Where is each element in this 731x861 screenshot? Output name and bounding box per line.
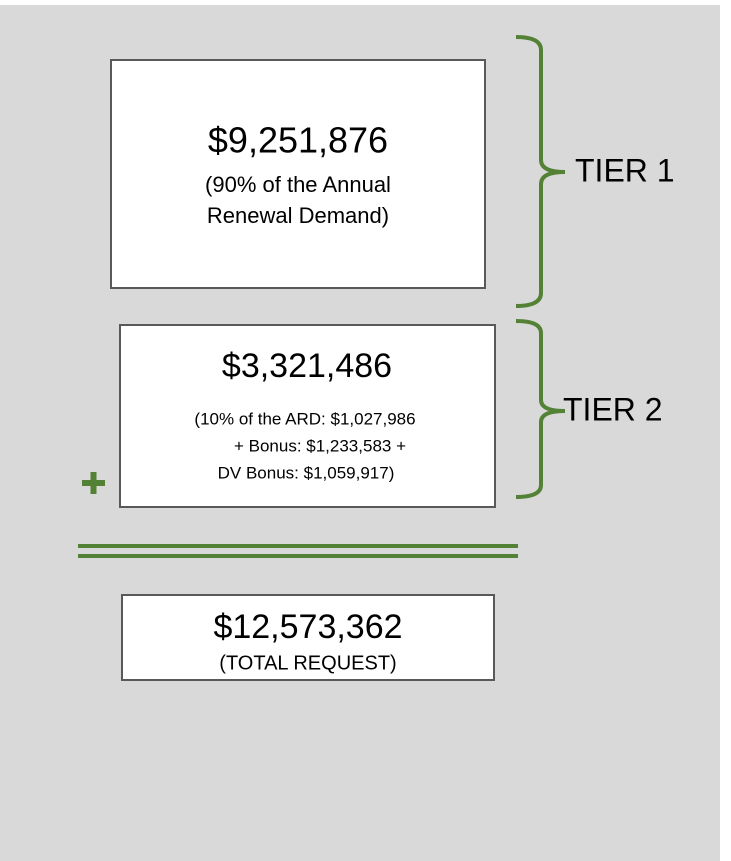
- tier2-detail: DV Bonus: $1,059,917): [218, 463, 395, 482]
- tier2-detail: (10% of the ARD: $1,027,986: [194, 409, 415, 428]
- tier1-amount: $9,251,876: [208, 120, 388, 161]
- tier2-amount: $3,321,486: [222, 347, 392, 385]
- tier1-box: [110, 59, 486, 289]
- tier1-brace: [515, 35, 566, 308]
- total-box: [121, 594, 495, 681]
- tier1-detail: Renewal Demand): [207, 203, 389, 228]
- tier1-detail: (90% of the Annual: [205, 172, 391, 197]
- tier2-detail: + Bonus: $1,233,583 +: [234, 436, 406, 455]
- tier2-box: [119, 324, 496, 508]
- plus-sign: [82, 472, 105, 494]
- tier1-label: TIER 1: [575, 152, 675, 188]
- total-detail: (TOTAL REQUEST): [219, 652, 396, 674]
- total-amount: $12,573,362: [213, 608, 402, 646]
- tier2-brace: [515, 319, 566, 499]
- tier2-label: TIER 2: [563, 391, 663, 427]
